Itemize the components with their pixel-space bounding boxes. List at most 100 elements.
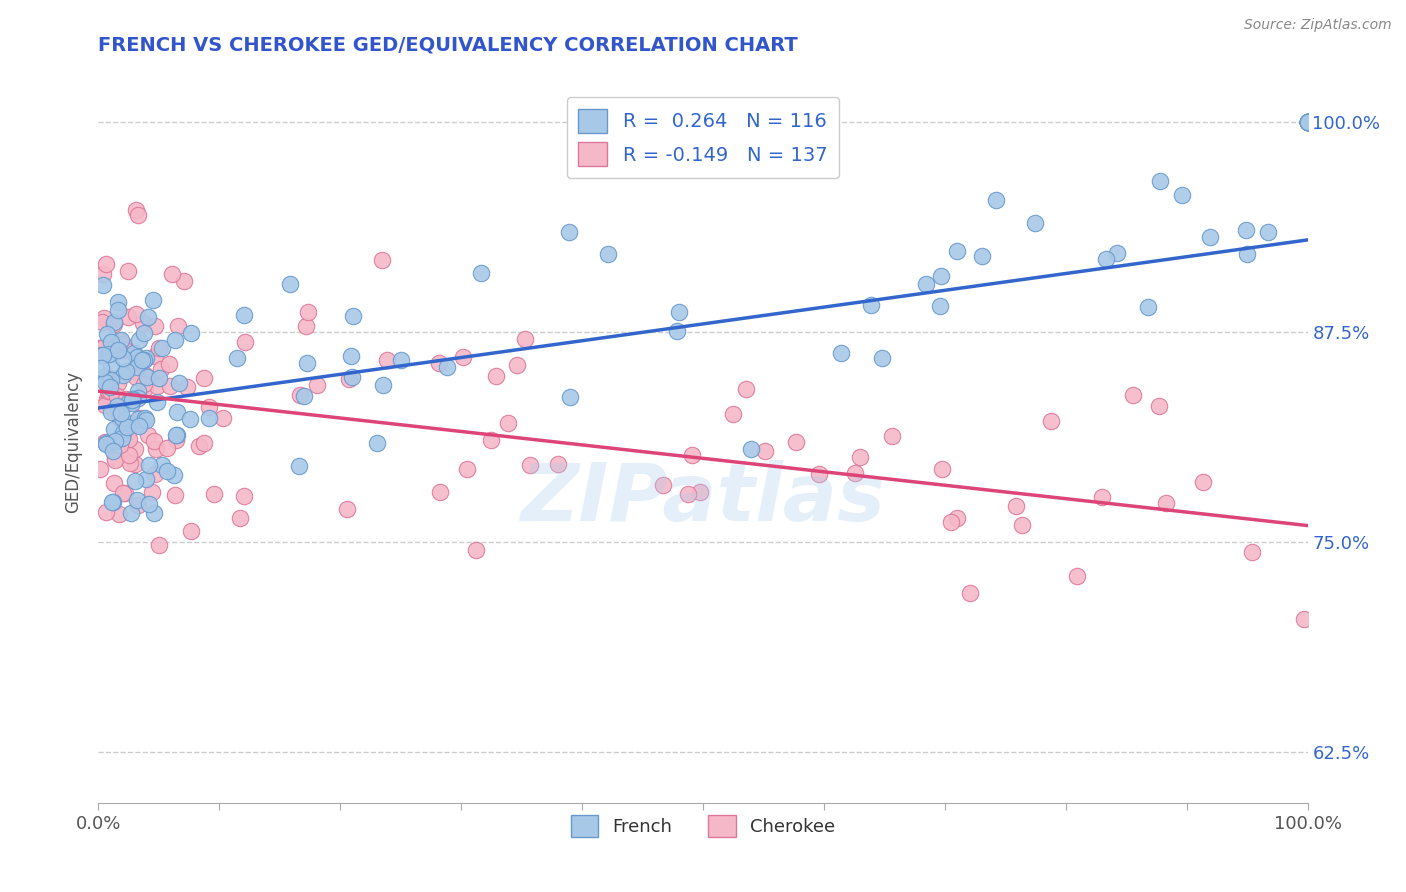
Point	[89, 342, 111, 356]
Point	[596, 247, 619, 261]
Point	[135, 351, 157, 365]
Point	[167, 376, 190, 390]
Point	[366, 435, 388, 450]
Point	[122, 392, 145, 407]
Point	[519, 458, 541, 472]
Point	[134, 368, 156, 382]
Point	[929, 299, 952, 313]
Legend: French, Cherokee: French, Cherokee	[564, 808, 842, 845]
Point	[120, 506, 142, 520]
Point	[131, 317, 153, 331]
Point	[1236, 247, 1258, 261]
Point	[124, 474, 146, 488]
Point	[118, 448, 141, 462]
Point	[114, 486, 136, 500]
Point	[143, 349, 166, 363]
Point	[91, 277, 114, 292]
Point	[166, 404, 188, 418]
Point	[87, 341, 110, 355]
Point	[108, 507, 131, 521]
Point	[96, 505, 118, 519]
Point	[90, 360, 112, 375]
Point	[157, 357, 180, 371]
Point	[506, 358, 529, 372]
Point	[117, 424, 139, 438]
Point	[1091, 490, 1114, 504]
Point	[115, 392, 138, 407]
Point	[101, 495, 124, 509]
Point	[429, 485, 451, 500]
Point	[127, 499, 149, 513]
Point	[156, 464, 179, 478]
Point	[233, 335, 256, 350]
Point	[111, 351, 134, 365]
Point	[193, 435, 215, 450]
Point	[91, 315, 114, 329]
Point	[1039, 414, 1062, 428]
Point	[145, 442, 167, 456]
Point	[176, 380, 198, 394]
Point	[135, 369, 157, 384]
Point	[198, 411, 221, 425]
Point	[931, 462, 953, 476]
Point	[111, 410, 134, 425]
Point	[870, 351, 893, 365]
Point	[108, 438, 131, 452]
Point	[159, 379, 181, 393]
Point	[117, 425, 139, 440]
Point	[193, 371, 215, 385]
Point	[307, 378, 329, 392]
Point	[135, 471, 157, 485]
Point	[94, 257, 117, 271]
Point	[108, 343, 131, 357]
Point	[97, 384, 120, 398]
Point	[118, 457, 141, 471]
Point	[1234, 223, 1257, 237]
Point	[785, 434, 807, 449]
Point	[107, 303, 129, 318]
Point	[110, 412, 132, 426]
Point	[110, 406, 132, 420]
Point	[91, 267, 114, 281]
Point	[118, 432, 141, 446]
Point	[125, 365, 148, 379]
Point	[117, 396, 139, 410]
Point	[198, 401, 221, 415]
Point	[946, 244, 969, 258]
Point	[1170, 188, 1192, 202]
Point	[484, 369, 506, 384]
Point	[167, 318, 190, 333]
Point	[173, 274, 195, 288]
Point	[146, 395, 169, 409]
Point	[104, 434, 127, 449]
Point	[100, 358, 122, 372]
Point	[143, 506, 166, 520]
Point	[143, 318, 166, 333]
Point	[287, 459, 309, 474]
Point	[111, 368, 134, 382]
Point	[156, 442, 179, 456]
Point	[108, 334, 131, 348]
Point	[1296, 115, 1319, 129]
Point	[150, 341, 173, 355]
Point	[1296, 115, 1319, 129]
Point	[860, 298, 883, 312]
Point	[93, 340, 115, 354]
Point	[946, 510, 969, 524]
Point	[734, 382, 756, 396]
Point	[295, 356, 318, 370]
Point	[125, 492, 148, 507]
Point	[479, 433, 502, 447]
Point	[1149, 174, 1171, 188]
Point	[188, 439, 211, 453]
Point	[125, 370, 148, 384]
Point	[98, 376, 121, 391]
Point	[105, 399, 128, 413]
Point	[129, 410, 152, 425]
Point	[138, 458, 160, 473]
Point	[111, 431, 134, 445]
Point	[96, 326, 118, 341]
Point	[681, 448, 703, 462]
Text: ZIPatlas: ZIPatlas	[520, 460, 886, 539]
Point	[939, 516, 962, 530]
